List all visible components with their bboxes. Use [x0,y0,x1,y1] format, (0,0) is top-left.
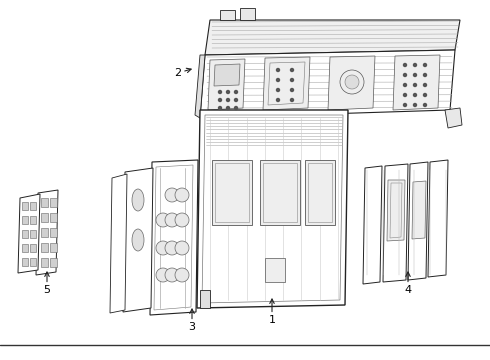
Polygon shape [50,228,57,237]
Circle shape [165,213,179,227]
Polygon shape [208,59,245,110]
Polygon shape [200,50,455,118]
Polygon shape [265,258,285,282]
Circle shape [175,268,189,282]
Polygon shape [30,202,36,210]
Circle shape [219,107,221,109]
Circle shape [403,94,407,96]
Circle shape [291,68,294,72]
Polygon shape [445,108,462,128]
Text: 1: 1 [269,299,275,325]
Circle shape [423,63,426,67]
Polygon shape [22,244,28,252]
Text: 3: 3 [189,309,196,332]
Text: 2: 2 [174,68,191,78]
Polygon shape [41,258,48,267]
Polygon shape [22,258,28,266]
Circle shape [414,63,416,67]
Polygon shape [50,198,57,207]
Polygon shape [263,57,310,110]
Polygon shape [393,55,440,110]
Circle shape [276,99,279,102]
Polygon shape [260,160,300,225]
Polygon shape [200,290,210,308]
Polygon shape [41,243,48,252]
Polygon shape [428,160,448,277]
Polygon shape [383,164,408,282]
Polygon shape [212,160,252,225]
Polygon shape [41,198,48,207]
Circle shape [165,241,179,255]
Circle shape [423,94,426,96]
Circle shape [226,90,229,94]
Circle shape [219,99,221,102]
Polygon shape [30,244,36,252]
Polygon shape [30,258,36,266]
Polygon shape [22,230,28,238]
Polygon shape [30,230,36,238]
Circle shape [423,73,426,77]
Polygon shape [36,190,58,275]
Polygon shape [150,160,198,315]
Polygon shape [387,180,405,241]
Circle shape [276,68,279,72]
Polygon shape [195,55,205,118]
Text: 5: 5 [44,272,50,295]
Circle shape [235,107,238,109]
Polygon shape [363,166,382,284]
Circle shape [156,213,170,227]
Circle shape [403,63,407,67]
Circle shape [291,78,294,81]
Circle shape [175,213,189,227]
Polygon shape [240,8,255,20]
Circle shape [175,188,189,202]
Polygon shape [305,160,335,225]
Polygon shape [408,162,428,280]
Polygon shape [30,216,36,224]
Polygon shape [197,110,348,308]
Circle shape [403,73,407,77]
Circle shape [226,107,229,109]
Polygon shape [41,228,48,237]
Circle shape [165,268,179,282]
Circle shape [291,99,294,102]
Circle shape [156,268,170,282]
Circle shape [165,188,179,202]
Circle shape [235,90,238,94]
Circle shape [403,104,407,107]
Circle shape [276,78,279,81]
Polygon shape [50,258,57,267]
Circle shape [175,241,189,255]
Circle shape [403,84,407,86]
Circle shape [276,89,279,91]
Circle shape [235,99,238,102]
Polygon shape [220,10,235,20]
Circle shape [414,73,416,77]
Polygon shape [50,213,57,222]
Polygon shape [41,213,48,222]
Circle shape [414,94,416,96]
Circle shape [156,241,170,255]
Circle shape [219,90,221,94]
Ellipse shape [132,189,144,211]
Polygon shape [123,168,153,312]
Polygon shape [328,56,375,110]
Polygon shape [214,64,240,86]
Polygon shape [110,174,127,313]
Polygon shape [22,216,28,224]
Circle shape [423,84,426,86]
Circle shape [423,104,426,107]
Circle shape [414,104,416,107]
Polygon shape [412,181,426,239]
Circle shape [291,89,294,91]
Text: 4: 4 [404,272,412,295]
Polygon shape [205,20,460,55]
Ellipse shape [132,229,144,251]
Polygon shape [18,194,40,273]
Polygon shape [22,202,28,210]
Circle shape [414,84,416,86]
Circle shape [226,99,229,102]
Circle shape [345,75,359,89]
Polygon shape [50,243,57,252]
